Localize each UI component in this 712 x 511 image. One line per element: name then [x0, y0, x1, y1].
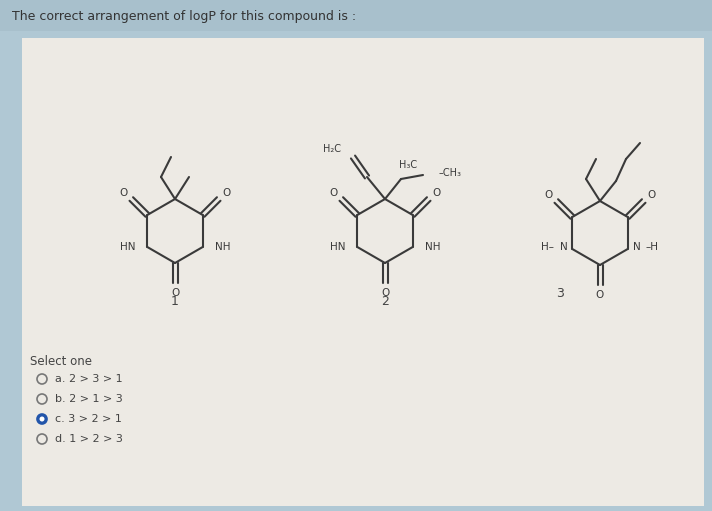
Text: 1: 1 — [171, 294, 179, 308]
FancyBboxPatch shape — [22, 38, 704, 506]
Text: d. 1 > 2 > 3: d. 1 > 2 > 3 — [55, 434, 123, 444]
Circle shape — [37, 414, 47, 424]
Text: –H: –H — [646, 242, 659, 252]
Text: NH: NH — [215, 242, 230, 252]
Text: a. 2 > 3 > 1: a. 2 > 3 > 1 — [55, 374, 122, 384]
Text: HN: HN — [120, 242, 135, 252]
Text: b. 2 > 1 > 3: b. 2 > 1 > 3 — [55, 394, 122, 404]
Circle shape — [39, 416, 44, 422]
Text: H–: H– — [541, 242, 554, 252]
Text: O: O — [648, 190, 656, 200]
Text: O: O — [171, 288, 179, 298]
Text: O: O — [544, 190, 553, 200]
Text: 2: 2 — [381, 294, 389, 308]
Text: N: N — [633, 242, 641, 252]
Text: Select one: Select one — [30, 355, 92, 367]
Text: 3: 3 — [556, 287, 564, 299]
Text: O: O — [596, 290, 604, 300]
Text: O: O — [119, 188, 127, 198]
Text: O: O — [433, 188, 441, 198]
Text: –CH₃: –CH₃ — [439, 168, 462, 178]
Text: H₂C: H₂C — [323, 144, 341, 154]
Text: O: O — [329, 188, 337, 198]
Text: O: O — [381, 288, 389, 298]
Text: HN: HN — [330, 242, 345, 252]
Text: The correct arrangement of logP for this compound is :: The correct arrangement of logP for this… — [12, 10, 356, 22]
Text: c. 3 > 2 > 1: c. 3 > 2 > 1 — [55, 414, 122, 424]
Text: O: O — [223, 188, 231, 198]
Text: N: N — [560, 242, 567, 252]
FancyBboxPatch shape — [0, 0, 712, 31]
Text: H₃C: H₃C — [399, 160, 417, 170]
Text: NH: NH — [425, 242, 440, 252]
